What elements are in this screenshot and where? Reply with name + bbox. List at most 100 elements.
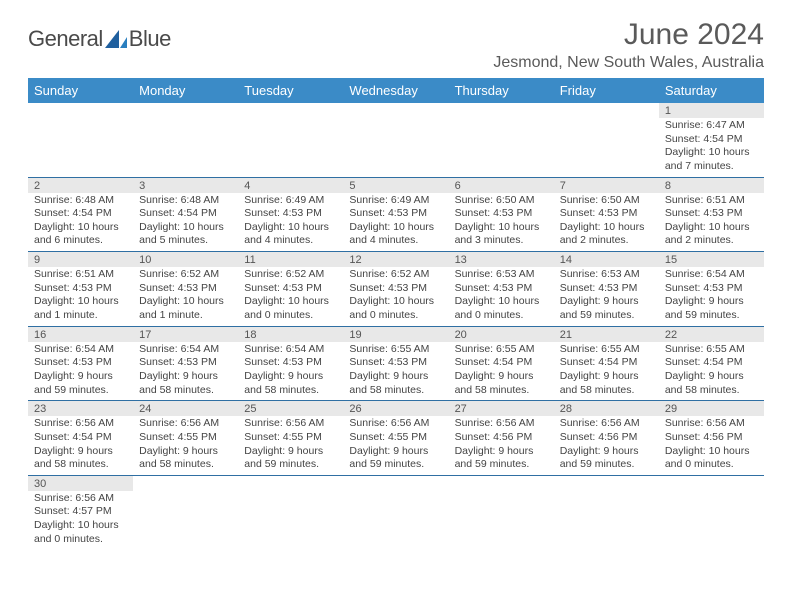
- day-number: [449, 103, 554, 118]
- logo-text-general: General: [28, 26, 103, 52]
- day-daylight1: Daylight: 9 hours: [455, 445, 548, 459]
- day-sunset: Sunset: 4:54 PM: [665, 133, 758, 147]
- day-daylight1: Daylight: 10 hours: [34, 519, 127, 533]
- day-number: [343, 103, 448, 118]
- weekday-header: Saturday: [659, 78, 764, 103]
- day-cell: Sunrise: 6:52 AMSunset: 4:53 PMDaylight:…: [133, 267, 238, 326]
- day-number: 6: [449, 177, 554, 193]
- day-daylight2: and 58 minutes.: [139, 384, 232, 398]
- day-cell: [238, 118, 343, 177]
- day-sunrise: Sunrise: 6:56 AM: [455, 417, 548, 431]
- day-sunset: Sunset: 4:54 PM: [34, 207, 127, 221]
- day-cell: Sunrise: 6:48 AMSunset: 4:54 PMDaylight:…: [28, 193, 133, 252]
- day-sunrise: Sunrise: 6:50 AM: [455, 194, 548, 208]
- day-sunset: Sunset: 4:54 PM: [560, 356, 653, 370]
- day-cell: Sunrise: 6:56 AMSunset: 4:54 PMDaylight:…: [28, 416, 133, 475]
- day-number: 10: [133, 252, 238, 268]
- day-sunset: Sunset: 4:53 PM: [560, 207, 653, 221]
- day-daylight2: and 1 minute.: [139, 309, 232, 323]
- day-sunset: Sunset: 4:56 PM: [455, 431, 548, 445]
- day-sunrise: Sunrise: 6:56 AM: [665, 417, 758, 431]
- day-sunset: Sunset: 4:53 PM: [349, 356, 442, 370]
- day-cell: Sunrise: 6:56 AMSunset: 4:55 PMDaylight:…: [343, 416, 448, 475]
- day-number: 20: [449, 326, 554, 342]
- day-number: 16: [28, 326, 133, 342]
- day-sunrise: Sunrise: 6:51 AM: [665, 194, 758, 208]
- day-number: 25: [238, 401, 343, 417]
- day-sunset: Sunset: 4:57 PM: [34, 505, 127, 519]
- day-number: [554, 103, 659, 118]
- day-cell: Sunrise: 6:52 AMSunset: 4:53 PMDaylight:…: [343, 267, 448, 326]
- day-cell: Sunrise: 6:50 AMSunset: 4:53 PMDaylight:…: [554, 193, 659, 252]
- day-cell: Sunrise: 6:55 AMSunset: 4:54 PMDaylight:…: [554, 342, 659, 401]
- day-number: 19: [343, 326, 448, 342]
- day-number: 24: [133, 401, 238, 417]
- day-cell: Sunrise: 6:56 AMSunset: 4:55 PMDaylight:…: [238, 416, 343, 475]
- day-daylight1: Daylight: 10 hours: [560, 221, 653, 235]
- day-number-row: 16171819202122: [28, 326, 764, 342]
- month-title: June 2024: [493, 18, 764, 52]
- day-sunset: Sunset: 4:53 PM: [139, 356, 232, 370]
- day-number: 7: [554, 177, 659, 193]
- day-daylight1: Daylight: 9 hours: [665, 295, 758, 309]
- day-daylight1: Daylight: 10 hours: [139, 295, 232, 309]
- day-number: 26: [343, 401, 448, 417]
- day-sunset: Sunset: 4:55 PM: [244, 431, 337, 445]
- day-sunset: Sunset: 4:55 PM: [139, 431, 232, 445]
- day-number: [28, 103, 133, 118]
- day-number-row: 23242526272829: [28, 401, 764, 417]
- day-daylight1: Daylight: 9 hours: [349, 370, 442, 384]
- day-daylight1: Daylight: 9 hours: [560, 370, 653, 384]
- day-sunrise: Sunrise: 6:49 AM: [244, 194, 337, 208]
- day-sunrise: Sunrise: 6:56 AM: [349, 417, 442, 431]
- day-number: 1: [659, 103, 764, 118]
- day-number-row: 2345678: [28, 177, 764, 193]
- title-block: June 2024 Jesmond, New South Wales, Aust…: [493, 18, 764, 72]
- day-sunrise: Sunrise: 6:54 AM: [34, 343, 127, 357]
- day-cell: Sunrise: 6:50 AMSunset: 4:53 PMDaylight:…: [449, 193, 554, 252]
- day-daylight2: and 59 minutes.: [560, 458, 653, 472]
- day-cell: [133, 491, 238, 550]
- day-daylight2: and 1 minute.: [34, 309, 127, 323]
- day-number: 8: [659, 177, 764, 193]
- day-content-row: Sunrise: 6:56 AMSunset: 4:57 PMDaylight:…: [28, 491, 764, 550]
- day-content-row: Sunrise: 6:54 AMSunset: 4:53 PMDaylight:…: [28, 342, 764, 401]
- day-sunset: Sunset: 4:53 PM: [665, 282, 758, 296]
- day-cell: Sunrise: 6:53 AMSunset: 4:53 PMDaylight:…: [449, 267, 554, 326]
- day-daylight1: Daylight: 10 hours: [665, 221, 758, 235]
- day-number-row: 1: [28, 103, 764, 118]
- day-cell: [659, 491, 764, 550]
- day-daylight1: Daylight: 9 hours: [560, 295, 653, 309]
- day-sunset: Sunset: 4:56 PM: [560, 431, 653, 445]
- day-sunrise: Sunrise: 6:55 AM: [455, 343, 548, 357]
- day-cell: Sunrise: 6:54 AMSunset: 4:53 PMDaylight:…: [133, 342, 238, 401]
- day-sunset: Sunset: 4:53 PM: [560, 282, 653, 296]
- day-cell: Sunrise: 6:51 AMSunset: 4:53 PMDaylight:…: [28, 267, 133, 326]
- day-sunrise: Sunrise: 6:52 AM: [139, 268, 232, 282]
- day-daylight2: and 2 minutes.: [665, 234, 758, 248]
- day-number: 5: [343, 177, 448, 193]
- day-daylight1: Daylight: 9 hours: [139, 445, 232, 459]
- day-daylight2: and 59 minutes.: [560, 309, 653, 323]
- day-number: [343, 475, 448, 491]
- day-sunrise: Sunrise: 6:50 AM: [560, 194, 653, 208]
- day-number: 2: [28, 177, 133, 193]
- day-daylight2: and 59 minutes.: [244, 458, 337, 472]
- day-daylight1: Daylight: 9 hours: [34, 445, 127, 459]
- day-daylight2: and 0 minutes.: [455, 309, 548, 323]
- day-cell: [343, 491, 448, 550]
- day-sunset: Sunset: 4:53 PM: [139, 282, 232, 296]
- day-daylight2: and 58 minutes.: [34, 458, 127, 472]
- day-daylight1: Daylight: 10 hours: [349, 295, 442, 309]
- day-number: 4: [238, 177, 343, 193]
- day-daylight1: Daylight: 10 hours: [34, 295, 127, 309]
- day-daylight2: and 6 minutes.: [34, 234, 127, 248]
- location: Jesmond, New South Wales, Australia: [493, 54, 764, 72]
- day-daylight1: Daylight: 9 hours: [349, 445, 442, 459]
- day-number: 9: [28, 252, 133, 268]
- weekday-header: Tuesday: [238, 78, 343, 103]
- day-sunset: Sunset: 4:53 PM: [455, 207, 548, 221]
- day-daylight2: and 59 minutes.: [34, 384, 127, 398]
- day-sunset: Sunset: 4:55 PM: [349, 431, 442, 445]
- day-daylight2: and 58 minutes.: [244, 384, 337, 398]
